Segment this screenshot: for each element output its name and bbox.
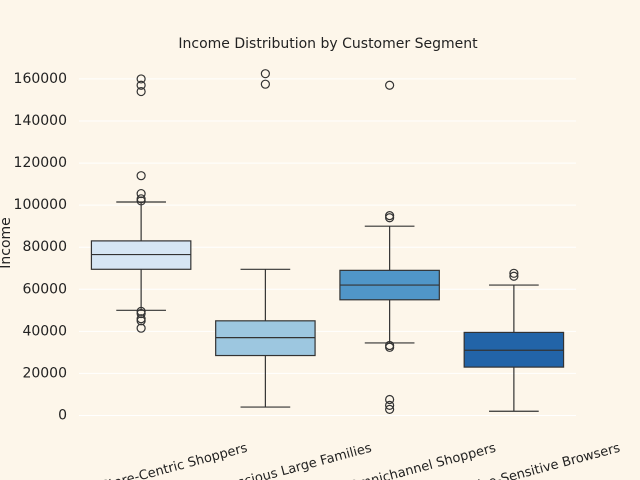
y-tick-label: 60000 [22,281,67,297]
y-tick-label: 160000 [14,71,67,87]
chart-title: Income Distribution by Customer Segment [178,36,478,52]
outlier [385,400,395,410]
x-tick-label: Affluent Store-Centric Shoppers [46,441,249,480]
y-tick-label: 20000 [22,365,67,381]
y-tick-label: 100000 [14,197,67,213]
outlier [385,213,395,223]
y-tick-label: 40000 [22,323,67,339]
outlier [136,74,146,84]
outlier [136,308,146,319]
outlier [509,271,519,281]
outlier [136,86,146,97]
outlier [136,196,146,206]
outlier [136,316,146,326]
outlier [385,342,395,352]
outlier [509,268,519,278]
y-tick-label: 120000 [14,155,67,171]
outlier [385,404,395,414]
outlier [136,80,146,90]
y-tick-label: 140000 [14,113,67,129]
y-tick-label: 80000 [22,239,67,255]
y-tick-label: 0 [58,407,67,423]
outlier [136,171,146,181]
y-axis-label: Income [0,217,14,269]
outlier [260,79,270,89]
outlier [385,80,395,90]
outlier [260,69,270,79]
outlier [385,394,395,405]
outlier [136,188,146,199]
outlier [136,323,146,333]
